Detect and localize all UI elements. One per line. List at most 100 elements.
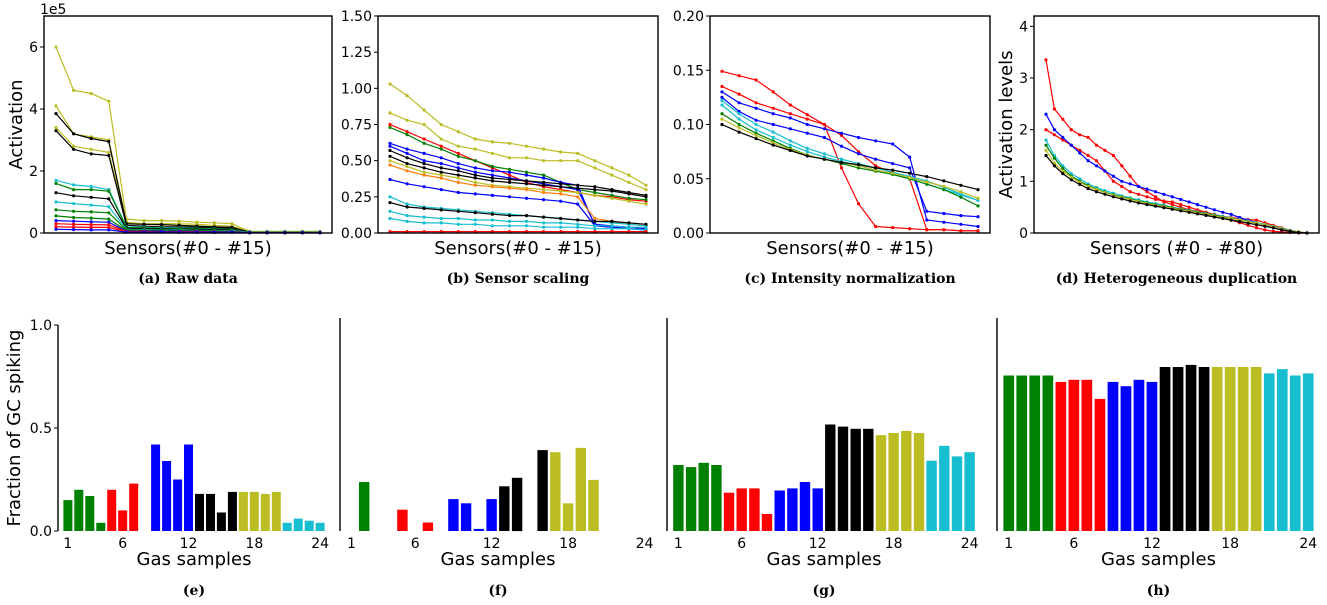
data-point: [737, 74, 741, 78]
data-point: [805, 146, 809, 150]
panel-caption: (h): [1147, 583, 1170, 599]
series-line-5: [55, 130, 320, 233]
x-axis-label: Gas samples: [137, 549, 252, 570]
bar-sample-22: [1276, 369, 1288, 531]
data-point: [610, 224, 614, 228]
data-point: [107, 197, 111, 201]
data-point: [456, 173, 460, 177]
data-point: [473, 147, 477, 151]
data-point: [1204, 213, 1208, 217]
data-point: [490, 212, 494, 216]
data-point: [1044, 148, 1048, 152]
x-tick-label: 12: [1143, 536, 1161, 552]
data-point: [1111, 174, 1115, 178]
y-tick-label: 1.50: [341, 9, 372, 25]
data-point: [72, 202, 76, 206]
data-point: [456, 216, 460, 221]
series-line-3: [389, 123, 647, 202]
data-point: [942, 228, 946, 232]
data-point: [507, 170, 512, 174]
data-point: [627, 227, 631, 231]
series-line-13: [389, 202, 647, 225]
data-point: [405, 151, 409, 155]
data-point: [405, 156, 409, 160]
data-point: [874, 139, 878, 143]
data-point: [1145, 187, 1149, 191]
bar-sample-16: [537, 450, 548, 531]
series-line-4: [721, 96, 979, 218]
data-point: [1128, 199, 1132, 203]
data-point: [89, 216, 93, 220]
bar-sample-3: [85, 496, 95, 531]
data-point: [627, 173, 631, 177]
data-point: [559, 225, 563, 229]
data-point: [1221, 216, 1225, 221]
data-point: [473, 180, 477, 184]
y-tick-label: 0.5: [30, 421, 52, 437]
data-point: [610, 189, 614, 193]
data-point: [405, 219, 409, 223]
data-point: [473, 176, 477, 180]
data-point: [737, 101, 741, 105]
data-point: [1137, 192, 1141, 196]
data-point: [89, 136, 93, 141]
data-point: [576, 186, 580, 190]
data-point: [976, 215, 980, 219]
data-point: [856, 150, 861, 154]
data-point: [959, 183, 963, 187]
data-point: [473, 137, 477, 141]
x-tick-label: 1: [674, 536, 683, 552]
data-point: [439, 137, 443, 141]
data-point: [576, 225, 580, 229]
data-point: [627, 180, 631, 184]
data-point: [490, 140, 494, 144]
data-point: [439, 156, 443, 160]
data-point: [1044, 153, 1048, 158]
bar-sample-12: [486, 499, 497, 531]
data-point: [1069, 143, 1073, 147]
data-point: [1179, 209, 1183, 213]
bar-sample-5: [1055, 381, 1067, 531]
data-point: [542, 159, 546, 163]
x-axis-label: Gas samples: [767, 549, 882, 570]
data-point: [942, 179, 946, 183]
data-point: [839, 157, 844, 161]
data-point: [644, 225, 648, 229]
data-point: [1153, 190, 1158, 194]
bar-sample-17: [550, 452, 561, 531]
data-point: [524, 188, 529, 192]
y-tick-label: 4: [29, 102, 38, 118]
data-point: [1111, 179, 1115, 183]
data-point: [1044, 112, 1048, 116]
data-point: [644, 195, 648, 199]
data-point: [524, 219, 529, 223]
data-point: [507, 141, 512, 145]
data-point: [1271, 226, 1275, 230]
data-point: [891, 171, 895, 175]
data-point: [439, 147, 443, 151]
data-point: [1212, 208, 1216, 212]
data-point: [72, 147, 76, 151]
data-point: [559, 216, 563, 221]
data-point: [1094, 159, 1099, 163]
data-point: [473, 159, 477, 163]
data-point: [405, 94, 409, 98]
data-point: [559, 189, 563, 193]
series-line-9: [389, 160, 647, 205]
y-tick-label: 0.15: [673, 63, 704, 79]
data-point: [942, 211, 946, 216]
data-point: [422, 173, 426, 177]
data-point: [891, 162, 895, 166]
data-point: [1061, 172, 1065, 176]
y-tick-label: 0.75: [341, 118, 372, 134]
bar-sample-13: [1159, 367, 1171, 531]
data-point: [1170, 195, 1174, 199]
data-point: [456, 166, 460, 170]
bar-sample-6: [736, 488, 747, 531]
data-point: [788, 103, 792, 107]
data-point: [54, 178, 58, 182]
bar-sample-7: [129, 483, 139, 531]
data-point: [507, 195, 512, 199]
data-point: [788, 112, 792, 116]
data-point: [593, 224, 597, 228]
